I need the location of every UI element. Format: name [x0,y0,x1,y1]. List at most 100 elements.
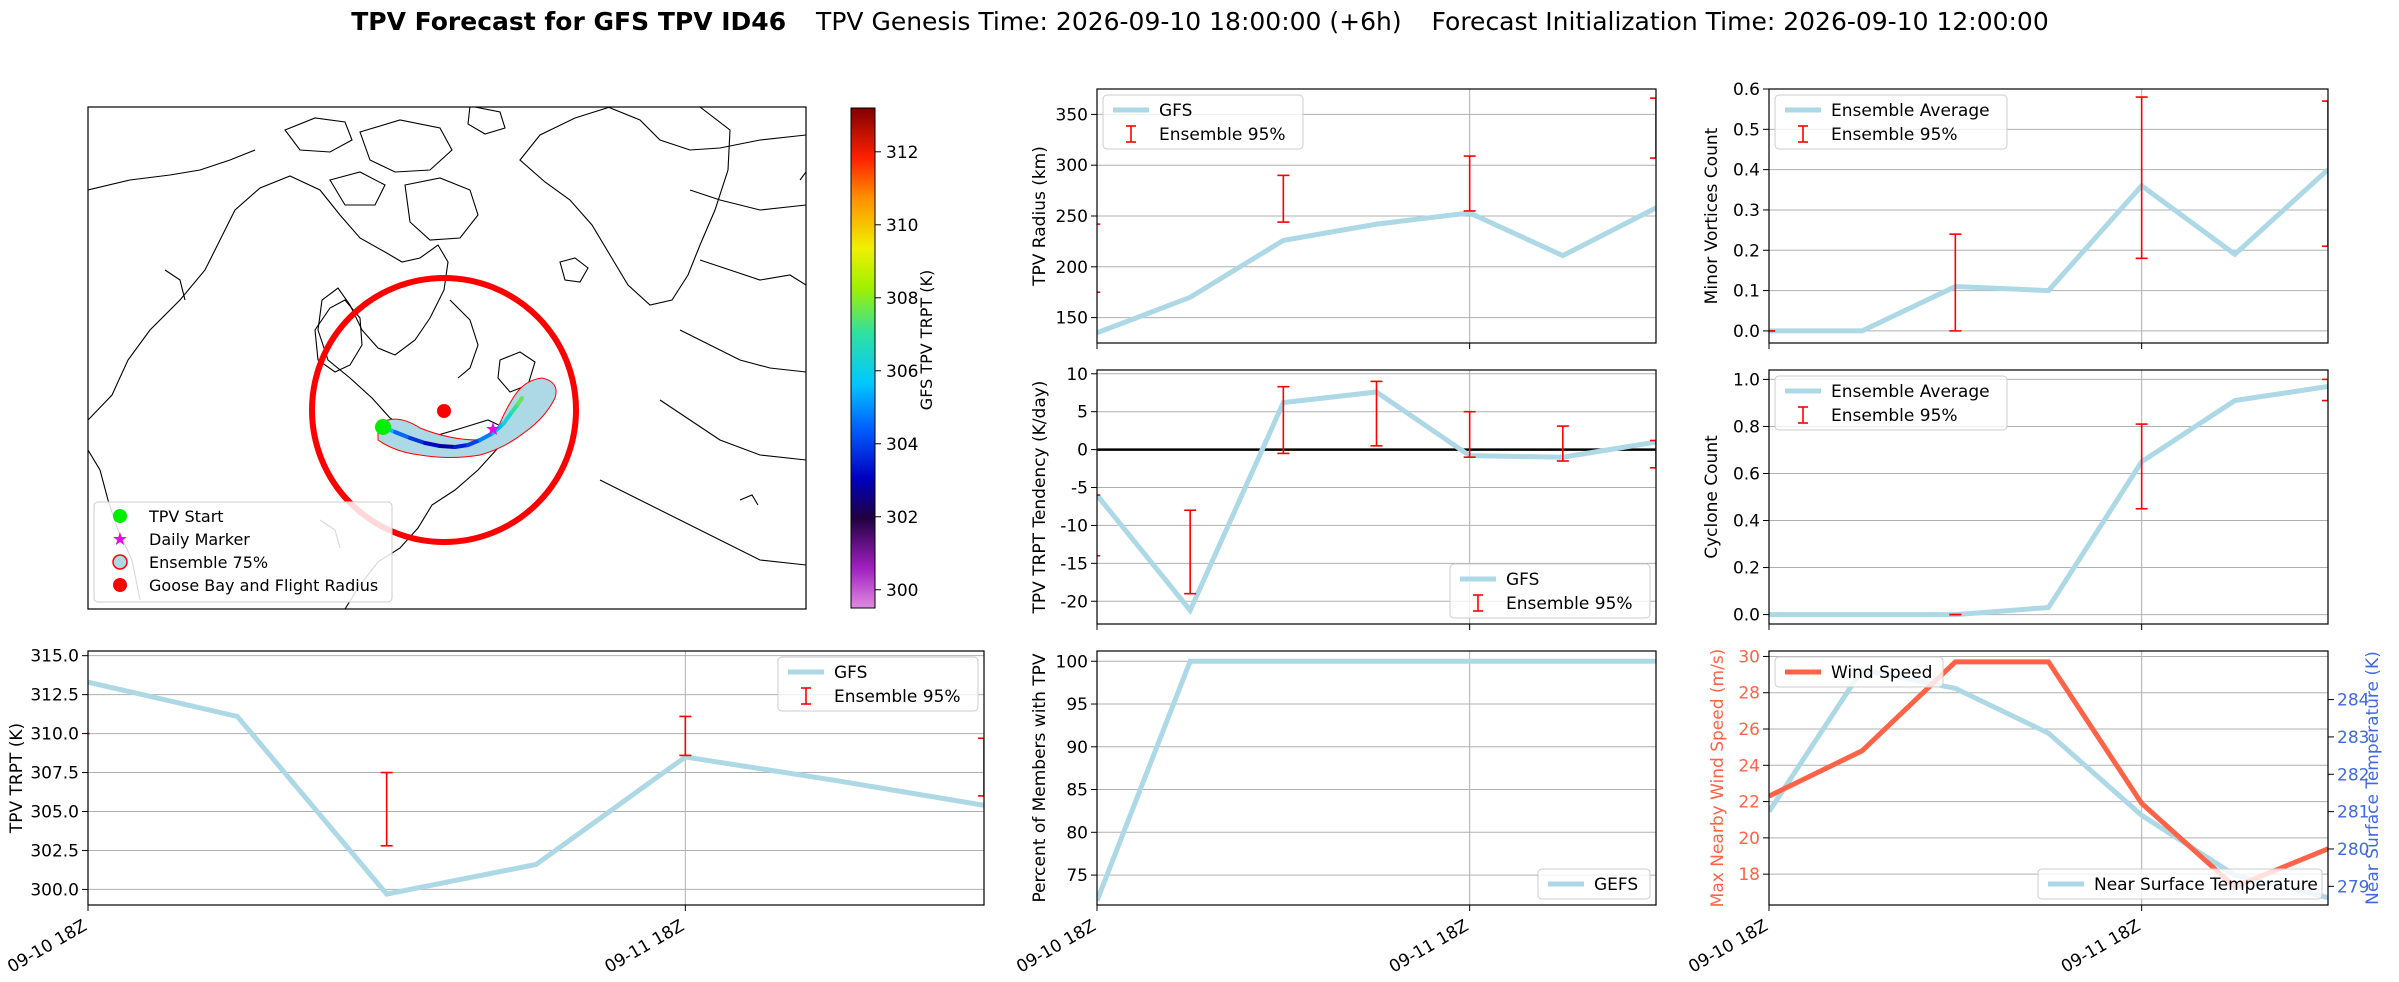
error-bar [380,771,393,847]
y-tick-label: 26 [1738,720,1760,740]
y-right-tick-label: 282 [2337,765,2369,785]
y-tick-label: 18 [1738,865,1760,885]
flight-radius-circle [309,275,579,545]
figure-title: TPV Forecast for GFS TPV ID46 TPV Genesi… [351,7,2049,36]
legend-box [1449,563,1651,619]
error-bar [2135,96,2148,260]
x-tick-label: 09-10 18Z [1013,916,1099,977]
y-tick-label: 0.4 [1733,512,1760,532]
y-right-tick-label: 281 [2337,803,2369,823]
legend-goose-bay-icon [113,578,127,592]
panel-minor-vortices: 0.0 0.1 0.2 0.3 0.4 0.5 0.6 Minor Vortices Coun… [1702,80,2329,349]
y-tick-label: 24 [1738,756,1760,776]
y-tick-label: 30 [1738,647,1760,667]
y-tick-label: 300 [1056,156,1088,176]
series-line-wind-speed [1769,659,2328,890]
daily-marker: ★ [485,419,501,440]
legend-error-swatch [1798,406,1808,424]
colorbar: 300 302 304 306 308 310 312 GFS TPV TRPT (K) [850,107,936,609]
y-tick-label: 20 [1738,829,1760,849]
track-segment [491,421,506,435]
legend-error-label: Ensemble 95% [1159,125,1286,145]
colorbar-tick-label: 312 [886,143,918,163]
legend-series-label: Ensemble Average [1831,382,1990,402]
colorbar-tick-label: 300 [886,581,918,601]
y-axis-label: Percent of Members with TPV [1030,653,1050,902]
error-bar [2322,378,2328,402]
legend-error-label: Ensemble 95% [1831,406,1958,426]
legend: Ensemble Average Ensemble 95% [1774,94,2008,150]
y-tick-label: 0.2 [1733,241,1760,261]
y-tick-label: 150 [1056,309,1088,329]
y-tick-label: 0.8 [1733,417,1760,437]
error-bar [1949,233,1962,332]
x-tick-label: 09-11 18Z [602,916,688,977]
legend-error-swatch [1473,594,1483,612]
plot-area [1097,97,1656,336]
y-tick-label: -5 [1071,479,1088,499]
ensemble-75-region [377,377,557,458]
legend-series-label: GFS [834,663,867,683]
track-segment [423,441,442,448]
y-right-tick-label: 283 [2337,728,2369,748]
colorbar-label: GFS TPV TRPT (K) [917,270,936,410]
track-segment [466,438,482,447]
legend-series-label: Ensemble Average [1831,101,1990,121]
y-tick-label: 305.0 [30,803,79,823]
legend-box [1774,656,1944,688]
legend-error-label: Ensemble 95% [1831,125,1958,145]
error-bar [2135,423,2148,510]
figure-title-genesis: TPV Genesis Time: 2026-09-10 18:00:00 (+… [815,7,1402,36]
y-tick-label: 300.0 [30,880,79,900]
map-legend-box [93,501,393,603]
plot-area [1769,659,2328,900]
y-tick-label: 310.0 [30,725,79,745]
y-tick-label: 5 [1077,403,1088,423]
error-bar [2322,100,2328,248]
legend: GFS Ensemble 95% [777,656,979,712]
error-bar [1277,385,1290,455]
y-axis-label: TPV Radius (km) [1030,146,1050,287]
panel-members: 75 80 85 90 95 100 09-10 18Z 09-11 18Z Percent o… [1013,650,1657,977]
y-tick-label: 28 [1738,684,1760,704]
error-bar [1463,155,1476,212]
y-tick-label: 80 [1066,823,1088,843]
y-axis-label: Minor Vortices Count [1702,127,1722,304]
map-frame [87,106,807,610]
error-bar [1556,425,1569,462]
y-tick-label: 0.1 [1733,282,1760,302]
y-axis-label: Cyclone Count [1702,435,1722,559]
legend-daily-marker-icon: ★ [112,529,128,550]
legend-temp-label: Near Surface Temperature [2094,875,2318,895]
legend-box [1774,94,2008,150]
y-tick-label: 0.2 [1733,559,1760,579]
series-line-temperature [1769,666,2328,900]
series-line [1097,205,1656,336]
legend-tpv-start-icon [113,509,127,523]
y-tick-label: -20 [1060,592,1088,612]
y-tick-label: 307.5 [30,764,79,784]
panel-frame [1096,88,1657,344]
y-tick-label: 0.3 [1733,201,1760,221]
y-tick-label: 0.0 [1733,322,1760,342]
plot-area [1769,96,2328,334]
panel-trpt: 300.0 302.5 305.0 307.5 310.0 312.5 315.0 09-10… [4,647,985,977]
plot-area [1769,378,2328,618]
error-bar [1650,439,1656,469]
error-bar [679,715,692,757]
track-segment [453,443,470,449]
colorbar-ticks: 300 302 304 306 308 310 312 [875,143,918,601]
y-tick-label: 0 [1077,441,1088,461]
legend-daily-marker-label: Daily Marker [149,530,250,549]
legend-ensemble-75-label: Ensemble 75% [149,553,268,572]
series-line [1097,658,1656,902]
legend-goose-bay-label: Goose Bay and Flight Radius [149,576,378,595]
y-tick-label: -15 [1060,554,1088,574]
coastlines [88,107,806,609]
track-segment [438,444,457,449]
y-tick-label: 95 [1066,695,1088,715]
legend-box [1537,868,1651,900]
panel-frame [87,650,985,906]
y-right-axis-label: Near Surface Temperature (K) [2363,651,2383,905]
legend-series-label: GEFS [1594,875,1638,895]
